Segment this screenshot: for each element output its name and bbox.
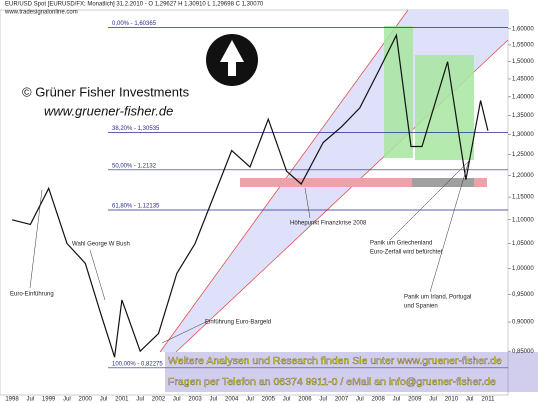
header: EUR/USD Spot [EURUSD/FX; Monatlich] 31.2…	[5, 2, 264, 8]
x-tick-label: 2000	[79, 397, 93, 403]
x-tick-label: 2008	[371, 397, 385, 403]
fib-label: 50,00% - 1,2132	[112, 163, 157, 169]
x-tick-label: Jul	[210, 397, 218, 403]
x-tick-label: 2010	[445, 397, 459, 403]
support-bar	[240, 178, 412, 187]
x-tick-label: Jul	[173, 397, 181, 403]
y-tick-label: 0,90000	[512, 320, 534, 326]
support-bar	[412, 178, 474, 187]
y-tick-label: 1,60000	[512, 26, 534, 32]
x-tick-label: 2011	[482, 397, 496, 403]
x-tick-label: Jul	[246, 397, 254, 403]
x-tick-label: Jul	[63, 397, 71, 403]
x-tick-label: 2006	[298, 397, 312, 403]
annotation: Wahl George W Bush	[72, 242, 130, 248]
x-tick-label: Jul	[283, 397, 291, 403]
y-tick-label: 0,85000	[512, 349, 534, 355]
annotation: Einführung Euro-Bargeld	[205, 320, 271, 326]
y-tick-label: 1,15000	[512, 195, 534, 201]
x-tick-label: 2009	[408, 397, 422, 403]
x-tick-label: 1999	[42, 397, 56, 403]
annotation: Euro-Einführung	[10, 292, 54, 298]
x-tick-label: Jul	[100, 397, 108, 403]
x-tick-label: 2002	[152, 397, 166, 403]
y-tick-label: 1,55000	[512, 43, 534, 49]
source: www.tradesignalonline.com	[4, 10, 78, 16]
banner-bg	[165, 352, 538, 392]
x-tick-label: 2001	[115, 397, 129, 403]
watermark-url: www.gruener-fisher.de	[44, 103, 173, 118]
x-tick-label: Jul	[136, 397, 144, 403]
annotation: Panik um Irland, Portugal	[404, 295, 471, 301]
y-tick-label: 1,40000	[512, 94, 534, 100]
fib-label: 61,80% - 1,12135	[112, 204, 160, 210]
banner-text: Weitere Analysen und Research finden Sie…	[168, 355, 502, 367]
banner-text: Fragen per Telefon an 06374 9911-0 / eMa…	[168, 376, 496, 388]
y-tick-label: 1,00000	[512, 266, 534, 272]
annotation-arrows	[29, 149, 473, 344]
x-tick-label: Jul	[26, 397, 34, 403]
annotation: Panik um Griechenland	[370, 241, 432, 247]
x-tick-label: 1998	[5, 397, 19, 403]
price-line	[11, 33, 489, 358]
y-tick-label: 1,50000	[512, 59, 534, 65]
annotation: Höhepunkt Finanzkrise 2008	[290, 221, 367, 227]
x-tick-label: Jul	[429, 397, 437, 403]
y-tick-label: 1,10000	[512, 217, 534, 223]
annotation: Euro-Zerfall wird befürchtet	[370, 250, 443, 256]
x-tick-label: 2007	[335, 397, 349, 403]
x-tick-label: 2003	[188, 397, 202, 403]
x-tick-label: 2004	[225, 397, 239, 403]
y-tick-label: 1,30000	[512, 132, 534, 138]
y-tick-label: 1,25000	[512, 152, 534, 158]
y-tick-label: 1,05000	[512, 241, 534, 247]
x-tick-label: 2005	[262, 397, 276, 403]
fib-label: 38,20% - 1,30535	[112, 126, 160, 132]
y-tick-label: 1,45000	[512, 77, 534, 83]
watermark: © Grüner Fisher Investments	[22, 84, 190, 99]
y-tick-label: 1,35000	[512, 113, 534, 119]
y-tick-label: 0,95000	[512, 292, 534, 298]
highlight-box	[384, 26, 413, 158]
x-tick-label: Jul	[356, 397, 364, 403]
fib-label: 0,00% - 1,60365	[112, 21, 157, 27]
logo-tree	[220, 40, 244, 76]
y-tick-label: 1,20000	[512, 173, 534, 179]
annotation: und Spanien	[404, 304, 438, 310]
x-tick-label: Jul	[319, 397, 327, 403]
fib-label: 100,00% - 0,82275	[112, 361, 163, 367]
x-tick-label: Jul	[393, 397, 401, 403]
support-bar	[474, 178, 487, 187]
x-tick-label: Jul	[466, 397, 474, 403]
